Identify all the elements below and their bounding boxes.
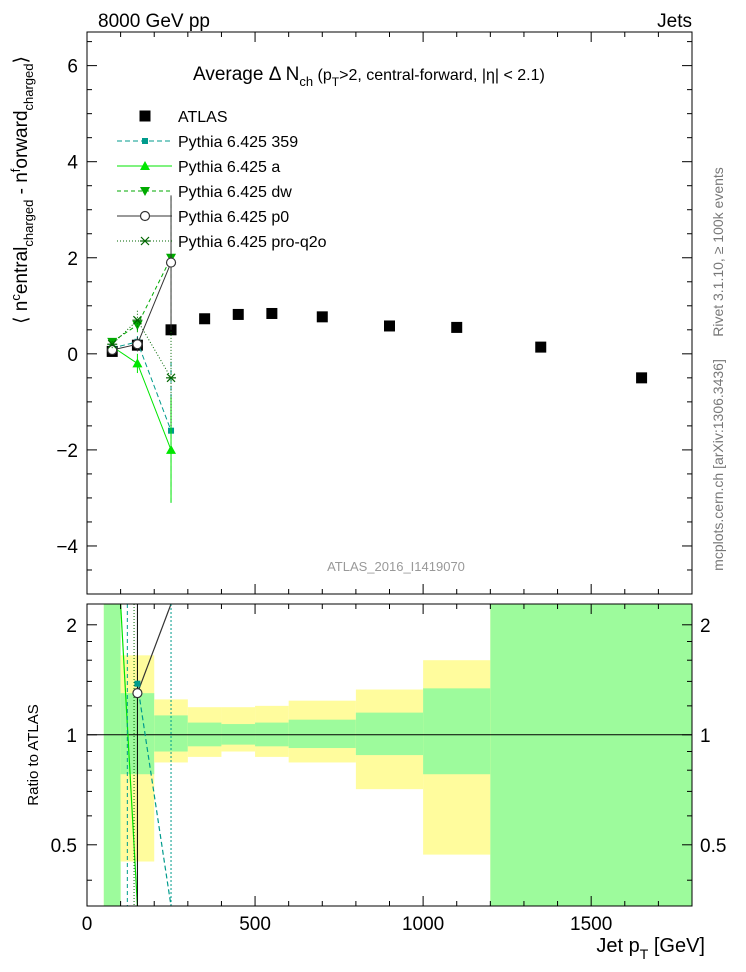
analysis-id: ATLAS_2016_I1419070 xyxy=(327,559,465,574)
ratio-data xyxy=(87,603,692,907)
ratio-xtick-label: 0 xyxy=(82,914,93,935)
main-ytick-label: 2 xyxy=(67,249,78,270)
rivet-label: Rivet 3.1.10, ≥ 100k events xyxy=(710,167,726,337)
legend-label-p359: Pythia 6.425 359 xyxy=(178,134,298,151)
ratio-ytick-label-right: 1 xyxy=(700,726,711,747)
point-atlas xyxy=(636,372,648,384)
point-pq2o xyxy=(132,315,143,325)
ratio-xtick-label: 1500 xyxy=(570,914,612,935)
legend: ATLAS Pythia 6.425 359 Pythia 6.425 a Pythi… xyxy=(117,109,327,251)
point-pa xyxy=(166,444,177,454)
point-pdw xyxy=(132,321,143,331)
main-axis-ticks: −4 −2 0 2 4 6 xyxy=(56,32,693,595)
series-pq2o xyxy=(107,310,177,426)
legend-label-pq2o: Pythia 6.425 pro-q2o xyxy=(178,234,327,251)
legend-marker-pdw xyxy=(140,187,150,196)
legend-marker-pq2o xyxy=(140,236,150,246)
point-pp0 xyxy=(107,344,118,356)
ratio-xtick-label: 500 xyxy=(239,914,271,935)
ratio-ytick-label: 0.5 xyxy=(51,836,77,857)
main-panel: −4 −2 0 2 4 6 Average Δ Nch (pT>2, central-fo… xyxy=(8,31,693,595)
point-pdw xyxy=(107,337,118,347)
main-ytick-label: 0 xyxy=(67,345,78,366)
x-axis-label: Jet pT [GeV] xyxy=(596,935,705,962)
ratio-bands xyxy=(103,604,692,906)
legend-label-pa: Pythia 6.425 a xyxy=(178,159,280,176)
point-pa xyxy=(132,358,143,368)
ratio-ytick-label-right: 2 xyxy=(700,616,711,637)
legend-marker-atlas xyxy=(139,110,151,122)
ratio-line-p359 xyxy=(136,683,172,907)
legend-marker-pa xyxy=(140,161,150,170)
legend-entry-pp0: Pythia 6.425 p0 xyxy=(117,209,289,226)
series-line-pa xyxy=(111,346,172,451)
band-green xyxy=(288,719,356,749)
legend-marker-p359 xyxy=(142,138,148,144)
band-green xyxy=(423,688,491,775)
collision-label: 8000 GeV pp xyxy=(98,11,210,32)
process-label: Jets xyxy=(657,11,692,32)
point-pp0 xyxy=(132,339,143,350)
main-data xyxy=(106,195,648,503)
series-p359 xyxy=(109,334,175,503)
point-atlas xyxy=(316,311,328,323)
series-line-p359 xyxy=(112,341,172,431)
point-atlas xyxy=(535,341,547,353)
legend-label-atlas: ATLAS xyxy=(178,109,228,126)
point-pq2o xyxy=(107,339,118,349)
ratio-line-pa xyxy=(120,603,139,907)
mcplots-label: mcplots.cern.ch [arXiv:1306.3436] xyxy=(710,359,726,571)
ratio-ylabel: Ratio to ATLAS xyxy=(25,704,42,805)
main-ylabel: ⟨ ncentralcharged - nforwardcharged⟩ xyxy=(8,56,36,324)
main-ytick-label: 4 xyxy=(67,153,78,174)
legend-entry-atlas: ATLAS xyxy=(139,109,228,126)
band-green xyxy=(355,712,424,756)
point-atlas xyxy=(199,313,211,325)
legend-entry-pa: Pythia 6.425 a xyxy=(117,159,280,176)
series-pa xyxy=(107,341,177,503)
ratio-xtick-label: 1000 xyxy=(402,914,444,935)
point-atlas xyxy=(384,320,395,332)
ratio-point-pp0 xyxy=(132,688,143,699)
point-pq2o xyxy=(166,373,177,383)
ratio-line-pp0 xyxy=(136,603,172,694)
series-atlas xyxy=(106,307,648,384)
main-ytick-label: −4 xyxy=(56,537,78,558)
legend-label-pp0: Pythia 6.425 p0 xyxy=(178,209,289,226)
ratio-point-p359 xyxy=(134,680,141,687)
legend-label-pdw: Pythia 6.425 dw xyxy=(178,184,292,201)
band-green xyxy=(490,604,692,906)
legend-entry-pdw: Pythia 6.425 dw xyxy=(117,184,292,201)
point-atlas xyxy=(451,321,463,333)
legend-marker-pp0 xyxy=(139,210,151,222)
ratio-panel: 0.5 0.5 1 1 2 2 0 500 1000 1500 Ratio to ATLAS Je… xyxy=(25,603,726,962)
main-ytick-label: 6 xyxy=(67,57,78,78)
plot-title: Average Δ Nch (pT>2, central-forward, |η… xyxy=(193,64,545,89)
ratio-ytick-label-right: 0.5 xyxy=(700,836,726,857)
ratio-ytick-label: 2 xyxy=(66,616,77,637)
point-atlas xyxy=(232,308,244,320)
series-pp0 xyxy=(107,195,177,356)
band-green xyxy=(103,604,121,906)
point-atlas xyxy=(266,307,278,319)
series-line-pdw xyxy=(111,257,172,343)
ratio-axis-ticks: 0.5 0.5 1 1 2 2 0 500 1000 1500 xyxy=(51,604,726,935)
main-ytick-label: −2 xyxy=(56,441,78,462)
ratio-ytick-label: 1 xyxy=(66,726,77,747)
legend-entry-pq2o: Pythia 6.425 pro-q2o xyxy=(117,234,327,251)
point-pp0 xyxy=(165,257,177,268)
legend-entry-p359: Pythia 6.425 359 xyxy=(117,134,298,151)
